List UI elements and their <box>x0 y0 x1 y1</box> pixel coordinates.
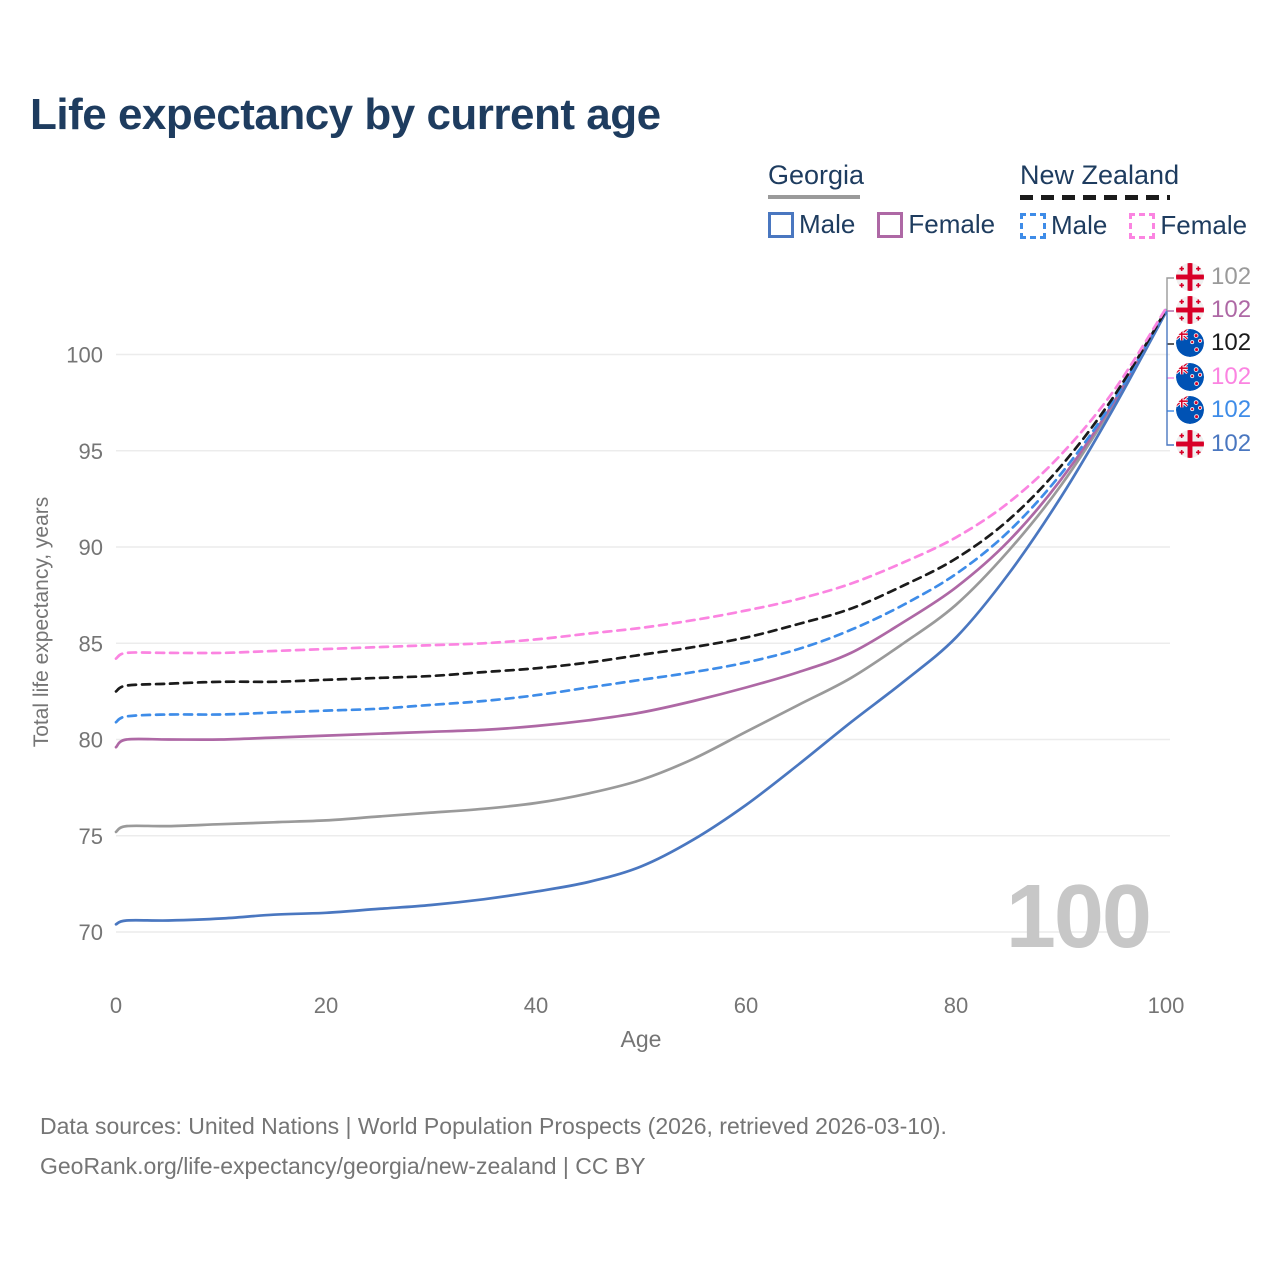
legend-nz-female-swatch[interactable] <box>1129 212 1156 239</box>
axis-title-x: Age <box>621 1026 662 1052</box>
legend-georgia-male-swatch[interactable] <box>768 211 794 238</box>
y-tick-label: 85 <box>79 631 103 656</box>
y-tick-label: 70 <box>79 920 103 945</box>
y-tick-label: 95 <box>79 439 103 464</box>
footer-source-line: Data sources: United Nations | World Pop… <box>40 1113 947 1139</box>
legend-nz-male-label[interactable]: Male <box>1051 210 1108 240</box>
y-tick-label: 80 <box>79 728 103 753</box>
x-tick-label: 100 <box>1148 993 1185 1018</box>
new-zealand-line-swatch <box>1020 195 1170 200</box>
series-line-nz-male[interactable] <box>114 308 1168 724</box>
x-tick-label: 20 <box>314 993 338 1018</box>
leader-line <box>1166 277 1174 312</box>
legend-nz-male-swatch[interactable] <box>1020 212 1046 239</box>
y-tick-label: 90 <box>79 535 103 560</box>
leader-line <box>1166 311 1174 446</box>
legend-georgia-title: Georgia <box>768 160 865 190</box>
x-tick-label: 40 <box>524 993 548 1018</box>
x-tick-label: 0 <box>110 993 122 1018</box>
page-title: Life expectancy by current age <box>30 90 661 139</box>
legend-georgia-male-label[interactable]: Male <box>799 209 856 239</box>
legend-new-zealand-title: New Zealand <box>1020 160 1180 190</box>
y-tick-label: 75 <box>79 824 103 849</box>
series-line-georgia-average[interactable] <box>114 310 1168 834</box>
georgia-line-swatch <box>768 195 860 199</box>
axis-title-y: Total life expectancy, years <box>30 497 53 748</box>
legend-georgia-female-swatch[interactable] <box>877 211 904 238</box>
legend-group-new-zealand: New Zealand Male Female <box>1020 160 1269 241</box>
x-tick-label: 60 <box>734 993 758 1018</box>
series-line-georgia-female[interactable] <box>114 308 1168 749</box>
legend-georgia-female-label[interactable]: Female <box>908 209 996 239</box>
legend-nz-female-label[interactable]: Female <box>1160 210 1248 240</box>
legend-georgia-header[interactable]: Georgia <box>768 160 864 199</box>
watermark-age: 100 <box>1006 867 1150 967</box>
series-line-georgia-male[interactable] <box>114 310 1168 926</box>
footer-url-line: GeoRank.org/life-expectancy/georgia/new-… <box>40 1153 646 1179</box>
legend-new-zealand-header[interactable]: New Zealand <box>1020 160 1179 200</box>
legend-group-georgia: Georgia Male Female <box>768 160 1017 240</box>
footer: Data sources: United Nations | World Pop… <box>40 1106 947 1186</box>
y-tick-label: 100 <box>66 343 103 368</box>
series-line-nz-average[interactable] <box>114 308 1168 693</box>
x-tick-label: 80 <box>944 993 968 1018</box>
series-line-nz-female[interactable] <box>114 306 1168 660</box>
